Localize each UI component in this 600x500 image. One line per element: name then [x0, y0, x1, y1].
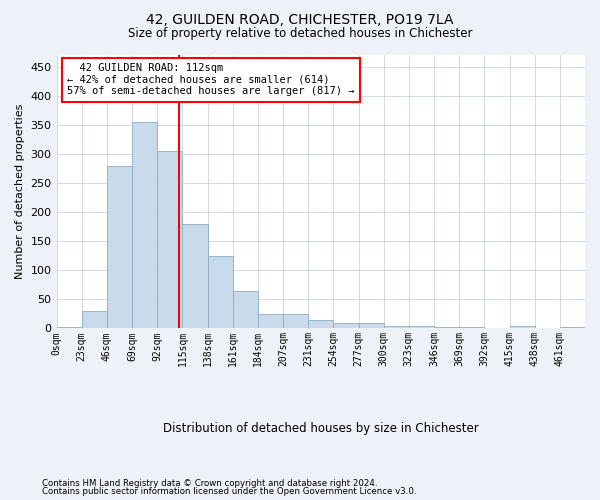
Bar [233, 290, 258, 329]
Bar [132, 122, 157, 328]
Text: Size of property relative to detached houses in Chichester: Size of property relative to detached ho… [128, 28, 472, 40]
Bar [182, 224, 208, 328]
Bar [359, 322, 383, 328]
Bar [208, 256, 233, 328]
Bar [157, 151, 182, 328]
Bar [409, 326, 434, 328]
Y-axis label: Number of detached properties: Number of detached properties [15, 104, 25, 280]
Text: Contains public sector information licensed under the Open Government Licence v3: Contains public sector information licen… [42, 487, 416, 496]
Bar [283, 314, 308, 328]
Text: 42 GUILDEN ROAD: 112sqm
← 42% of detached houses are smaller (614)
57% of semi-d: 42 GUILDEN ROAD: 112sqm ← 42% of detache… [67, 63, 355, 96]
X-axis label: Distribution of detached houses by size in Chichester: Distribution of detached houses by size … [163, 422, 479, 435]
Bar [258, 314, 283, 328]
Bar [82, 311, 107, 328]
Bar [509, 326, 535, 328]
Bar [308, 320, 334, 328]
Bar [107, 166, 132, 328]
Bar [334, 322, 359, 328]
Text: 42, GUILDEN ROAD, CHICHESTER, PO19 7LA: 42, GUILDEN ROAD, CHICHESTER, PO19 7LA [146, 12, 454, 26]
Text: Contains HM Land Registry data © Crown copyright and database right 2024.: Contains HM Land Registry data © Crown c… [42, 478, 377, 488]
Bar [383, 326, 409, 328]
